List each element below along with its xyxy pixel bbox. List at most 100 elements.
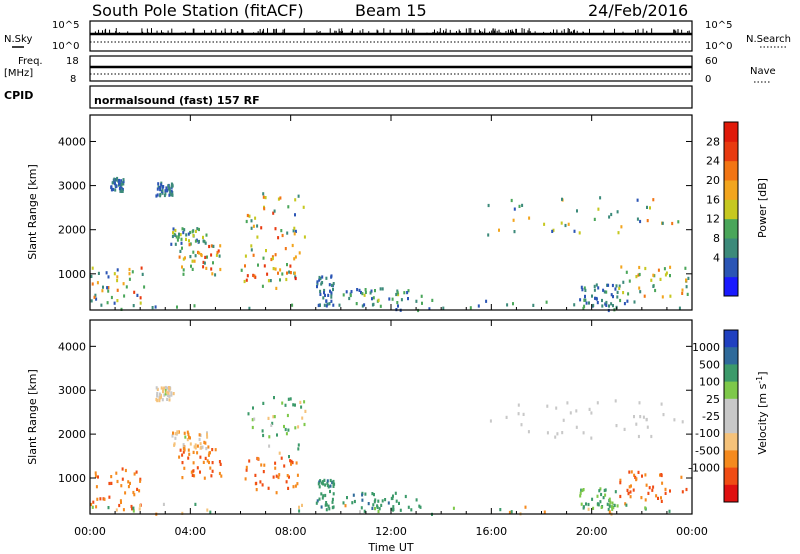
data-cell [132,490,135,495]
data-cell [182,231,185,235]
data-cell [203,476,206,480]
data-cell [512,302,514,306]
data-cell [294,255,297,259]
data-cell [301,416,304,420]
power-colorbar-tick: 4 [713,251,720,264]
data-cell [600,492,603,497]
data-cell [203,261,206,265]
data-cell [175,432,178,436]
data-cell [360,290,362,295]
data-cell [198,433,201,437]
data-cell [295,461,298,465]
data-cell [609,500,612,504]
data-cell [281,401,284,405]
data-cell [616,210,619,214]
data-cell [188,435,190,439]
data-cell [159,192,162,197]
data-cell [392,505,395,509]
velocity-colorbar-tick: 500 [699,358,720,371]
data-cell [206,508,209,512]
data-cell [331,497,334,501]
data-cell [116,275,119,279]
data-cell [139,479,142,483]
data-cell [175,235,178,239]
data-cell [171,434,174,438]
data-cell [209,466,212,470]
data-cell [659,473,661,477]
data-cell [116,279,119,283]
data-cell [278,451,281,455]
data-cell [582,505,585,509]
velocity-colorbar-swatch [724,450,738,469]
data-cell [616,295,619,299]
data-cell [128,277,131,281]
data-cell [620,265,623,269]
data-cell [323,291,325,295]
data-cell [374,498,377,502]
data-cell [210,244,213,248]
data-cell [211,272,214,276]
data-cell [613,503,616,507]
data-cell [287,428,290,432]
data-cell [189,255,192,259]
data-cell [183,431,186,435]
data-cell [489,419,492,423]
data-cell [218,460,221,464]
data-cell [646,219,649,223]
data-cell [369,291,372,295]
data-cell [194,443,197,447]
data-cell [611,501,614,505]
data-cell [272,211,275,215]
data-cell [355,302,358,306]
data-cell [210,253,213,257]
data-cell [162,185,165,189]
data-cell [561,197,563,201]
data-cell [403,291,406,295]
data-cell [121,477,124,481]
data-cell [303,422,306,427]
data-cell [652,198,655,202]
data-cell [120,179,123,183]
data-cell [194,502,197,506]
data-cell [344,504,347,508]
data-cell [188,452,191,456]
data-cell [96,281,99,285]
data-cell [288,475,290,479]
data-cell [297,443,300,447]
data-cell [580,488,583,492]
data-cell [569,411,572,415]
data-cell [183,466,186,470]
velocity-colorbar-swatch [724,364,738,383]
data-cell [645,483,648,487]
data-cell [168,398,171,402]
data-cell [641,474,643,478]
data-cell [166,393,169,397]
data-cell [156,187,159,191]
data-cell [400,298,403,302]
data-cell [298,505,300,509]
data-cell [321,281,324,285]
data-cell [181,265,183,269]
y-tick-label: 1000 [58,472,86,485]
data-cell [289,459,292,463]
data-cell [591,497,594,501]
data-cell [361,493,364,497]
data-cell [212,261,214,265]
data-cell [626,488,629,492]
data-cell [99,497,102,501]
data-cell [298,509,301,513]
data-cell [204,241,207,245]
data-cell [95,505,98,509]
data-cell [286,231,289,235]
power-colorbar-tick: 12 [706,213,720,226]
data-cell [252,273,255,277]
power-colorbar-swatch [724,122,738,142]
data-cell [287,397,290,401]
power-colorbar-swatch [724,276,738,297]
data-cell [262,192,265,196]
data-cell [325,503,328,507]
data-cell [323,288,326,293]
data-cell [111,181,114,185]
data-cell [352,493,355,497]
data-cell [685,487,688,492]
